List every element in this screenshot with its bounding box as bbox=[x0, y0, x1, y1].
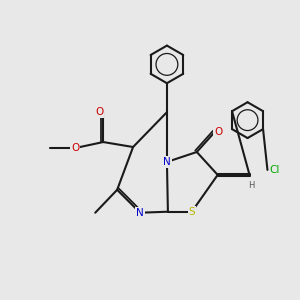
Text: N: N bbox=[136, 208, 144, 218]
Text: N: N bbox=[163, 157, 171, 167]
Text: S: S bbox=[188, 207, 195, 217]
Text: Cl: Cl bbox=[270, 165, 280, 175]
Text: H: H bbox=[248, 181, 254, 190]
Text: O: O bbox=[71, 143, 80, 153]
Text: O: O bbox=[214, 127, 222, 137]
Text: O: O bbox=[95, 107, 104, 117]
